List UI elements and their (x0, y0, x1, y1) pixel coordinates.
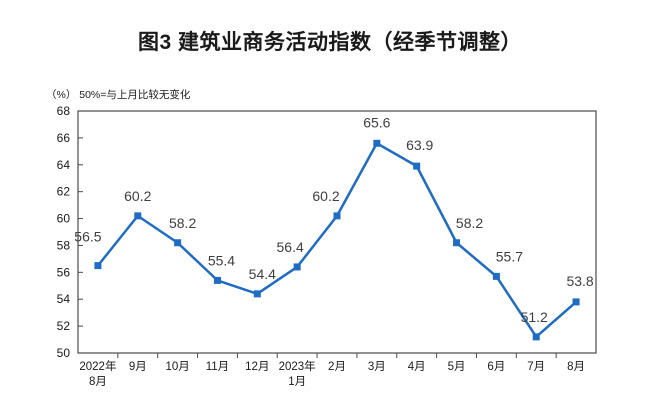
data-point-marker (453, 239, 461, 247)
x-axis-label: 11月 (206, 361, 229, 373)
data-point-marker (174, 239, 182, 247)
y-axis-label: 52 (57, 319, 71, 333)
data-point-label: 63.9 (406, 137, 433, 153)
line-chart: 50 52 54 56 58 60 62 64 66 68 2022年 8月 9月 10月 11月 12月 20… (57, 104, 597, 388)
x-axis-label: 2月 (328, 361, 346, 373)
x-axis-label: 9月 (129, 361, 147, 373)
x-axis-label: 12月 (245, 361, 269, 373)
y-axis-label: 60 (57, 212, 71, 226)
data-point-marker (213, 276, 221, 284)
data-point-label: 56.5 (74, 229, 101, 245)
y-axis-label: 58 (57, 238, 71, 252)
data-point-label: 60.2 (312, 188, 339, 204)
y-axis-label: 64 (57, 158, 71, 172)
x-axis-label: 8月 (567, 361, 585, 373)
data-point-label: 54.4 (249, 266, 276, 282)
data-point-label: 56.4 (277, 239, 304, 255)
x-axis-label: 10月 (165, 361, 189, 373)
y-axis-label: 62 (57, 185, 71, 199)
data-point-label: 51.2 (521, 309, 548, 325)
y-axis-label: 56 (57, 265, 71, 279)
data-line (96, 142, 578, 339)
data-point-marker (413, 162, 421, 170)
data-point-label: 60.2 (124, 188, 151, 204)
data-point-marker (293, 263, 301, 271)
x-axis-label: 2022年 8月 (79, 359, 116, 388)
y-axis-label: 68 (57, 104, 71, 118)
data-point-label: 55.7 (496, 248, 523, 264)
x-axis-label: 4月 (408, 361, 426, 373)
data-point-marker (94, 262, 102, 270)
data-point-marker (572, 298, 580, 306)
data-point-label: 65.6 (363, 114, 390, 130)
data-point-label: 55.4 (208, 252, 235, 268)
data-point-marker (373, 139, 381, 147)
data-point-marker (134, 212, 142, 220)
data-point-label: 53.8 (566, 273, 593, 289)
y-axis-label: 50 (57, 346, 71, 360)
x-axis-label: 7月 (527, 361, 545, 373)
y-axis-label: 54 (57, 292, 71, 306)
x-axis-label: 3月 (368, 361, 386, 373)
x-axis-label: 5月 (448, 361, 466, 373)
axis-unit-note: （%） 50%=与上月比较无变化 (46, 89, 191, 101)
y-axis-label: 66 (57, 131, 71, 145)
chart-title: 图3 建筑业商务活动指数（经季节调整） (137, 31, 522, 54)
x-axis-label: 6月 (487, 361, 505, 373)
data-point-marker (532, 333, 540, 341)
x-axis-label: 2023年 1月 (279, 359, 316, 388)
data-point-marker (492, 272, 500, 280)
data-point-label: 58.2 (169, 215, 196, 231)
data-point-marker (333, 212, 341, 220)
data-point-label: 58.2 (456, 215, 483, 231)
data-point-marker (253, 290, 261, 298)
plot-area (77, 110, 597, 354)
